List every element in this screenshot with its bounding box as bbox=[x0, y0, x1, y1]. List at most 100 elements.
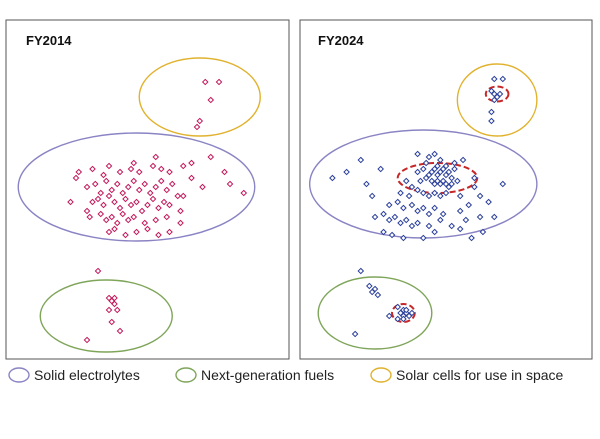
data-point bbox=[144, 225, 151, 233]
data-point bbox=[371, 213, 379, 221]
data-point bbox=[124, 183, 132, 191]
data-point bbox=[437, 156, 444, 164]
data-point bbox=[111, 300, 118, 308]
data-point bbox=[83, 336, 91, 344]
data-point bbox=[201, 78, 209, 86]
data-point bbox=[207, 153, 215, 161]
data-point bbox=[425, 210, 433, 218]
cluster-ellipse-next-generation-fuels bbox=[317, 276, 433, 350]
data-point bbox=[397, 189, 404, 197]
data-point bbox=[138, 207, 146, 215]
data-point bbox=[451, 159, 458, 167]
data-point bbox=[105, 162, 113, 170]
data-point bbox=[157, 165, 165, 173]
data-point bbox=[124, 216, 132, 224]
data-point bbox=[157, 177, 165, 185]
data-point bbox=[179, 192, 187, 200]
data-point bbox=[105, 228, 113, 236]
data-point bbox=[456, 192, 464, 200]
data-point bbox=[111, 198, 118, 206]
data-point bbox=[193, 123, 201, 131]
legend-item-solid-electrolytes: Solid electrolytes bbox=[8, 367, 140, 383]
data-point bbox=[402, 306, 410, 314]
data-point bbox=[166, 168, 173, 176]
data-point bbox=[177, 219, 184, 227]
data-point bbox=[471, 174, 478, 182]
data-point bbox=[149, 162, 157, 170]
data-point bbox=[380, 210, 387, 218]
data-point bbox=[400, 234, 407, 242]
data-point bbox=[414, 168, 421, 176]
legend-label-solid-electrolytes: Solid electrolytes bbox=[34, 367, 140, 383]
data-point bbox=[135, 186, 143, 194]
data-point bbox=[166, 228, 173, 236]
data-point bbox=[377, 165, 384, 173]
cluster-ellipses-fy2014 bbox=[17, 57, 261, 353]
data-point bbox=[127, 165, 135, 173]
data-point bbox=[439, 165, 447, 173]
data-point bbox=[226, 180, 234, 188]
data-point bbox=[357, 156, 365, 164]
data-point bbox=[499, 75, 507, 83]
data-point bbox=[108, 186, 116, 194]
legend-label-solar-cells: Solar cells for use in space bbox=[396, 367, 564, 383]
data-point bbox=[462, 216, 470, 224]
data-point bbox=[146, 189, 154, 197]
data-point bbox=[490, 213, 498, 221]
panel-title-fy2014: FY2014 bbox=[26, 33, 72, 48]
legend-swatch-solar-cells bbox=[370, 367, 392, 383]
data-point bbox=[351, 330, 359, 338]
legend-item-solar-cells: Solar cells for use in space bbox=[370, 367, 564, 383]
data-point bbox=[402, 216, 410, 224]
panel-frame-fy2024 bbox=[299, 19, 593, 360]
data-point bbox=[116, 168, 124, 176]
data-point bbox=[414, 150, 421, 158]
data-point bbox=[105, 192, 113, 200]
data-point bbox=[155, 231, 162, 239]
data-point bbox=[391, 213, 399, 221]
data-point bbox=[113, 180, 121, 188]
data-point bbox=[459, 156, 467, 164]
data-point bbox=[160, 198, 168, 206]
data-point bbox=[445, 168, 453, 176]
data-point bbox=[408, 309, 416, 317]
data-point bbox=[122, 231, 129, 239]
data-point bbox=[188, 174, 195, 182]
data-point bbox=[102, 177, 110, 185]
data-point bbox=[111, 225, 118, 233]
legend-swatch-solid-electrolytes bbox=[8, 367, 30, 383]
data-point bbox=[419, 204, 427, 212]
data-point bbox=[89, 198, 96, 206]
data-point bbox=[149, 195, 157, 203]
data-point bbox=[385, 201, 393, 209]
data-point bbox=[135, 168, 143, 176]
data-point bbox=[425, 192, 433, 200]
data-point bbox=[130, 213, 138, 221]
data-point bbox=[419, 165, 427, 173]
data-point bbox=[371, 285, 379, 293]
data-point bbox=[490, 75, 498, 83]
data-point bbox=[141, 219, 149, 227]
data-point bbox=[196, 117, 204, 125]
data-point bbox=[485, 198, 492, 206]
data-point bbox=[431, 150, 438, 158]
data-point bbox=[465, 201, 473, 209]
legend-swatch-next-generation-fuels bbox=[175, 367, 197, 383]
data-point bbox=[405, 192, 413, 200]
data-point bbox=[456, 225, 464, 233]
data-point bbox=[133, 198, 140, 206]
data-point bbox=[388, 231, 396, 239]
data-point bbox=[152, 216, 160, 224]
data-point bbox=[122, 195, 129, 203]
data-point bbox=[363, 180, 370, 188]
data-point bbox=[174, 192, 182, 200]
data-point bbox=[490, 96, 498, 104]
data-point bbox=[179, 162, 187, 170]
data-point bbox=[91, 180, 99, 188]
data-point bbox=[207, 96, 215, 104]
data-point bbox=[168, 180, 176, 188]
data-point bbox=[374, 291, 382, 299]
data-point bbox=[442, 189, 450, 197]
data-point bbox=[133, 228, 140, 236]
data-point bbox=[394, 315, 402, 323]
